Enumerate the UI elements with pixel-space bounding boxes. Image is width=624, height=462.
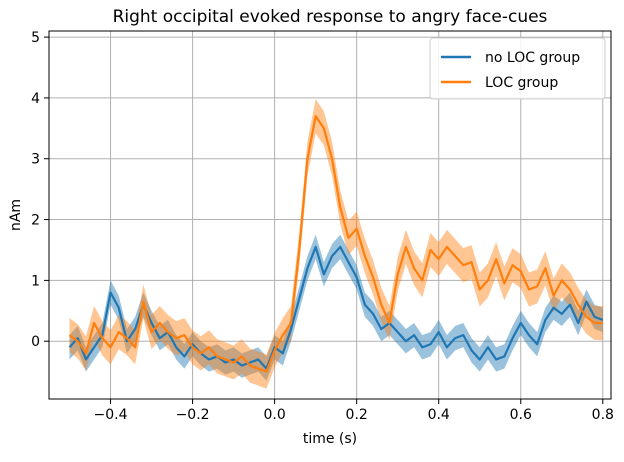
y-tick-label: 0 <box>31 334 40 350</box>
x-tick-label: 0.2 <box>346 407 368 423</box>
x-ticks: −0.4 −0.2 0.0 0.2 0.4 0.6 0.8 <box>94 399 614 423</box>
x-tick-label: 0.8 <box>592 407 614 423</box>
confidence-bands <box>69 99 603 389</box>
x-tick-label: 0.6 <box>510 407 532 423</box>
series-lines <box>68 115 604 373</box>
x-tick-label: −0.2 <box>176 407 210 423</box>
no-loc-group-line <box>68 245 604 370</box>
y-tick-label: 4 <box>31 91 40 107</box>
legend-label-loc: LOC group <box>485 75 558 91</box>
loc-group-line <box>68 115 603 373</box>
y-ticks: 0 1 2 3 4 5 <box>31 30 49 350</box>
y-axis-label: nAm <box>8 199 24 231</box>
y-tick-label: 3 <box>31 152 40 168</box>
plot-frame <box>48 30 612 400</box>
loc-group-ci-band <box>69 99 603 389</box>
y-tick-label: 1 <box>31 273 40 289</box>
chart-title: Right occipital evoked response to angry… <box>113 7 548 27</box>
legend-label-no-loc: no LOC group <box>485 50 580 66</box>
x-tick-label: 0.0 <box>263 407 285 423</box>
x-axis-label: time (s) <box>303 431 357 447</box>
x-tick-label: 0.4 <box>428 407 450 423</box>
legend-box <box>429 37 606 100</box>
legend: no LOC group LOC group <box>429 37 606 100</box>
y-tick-label: 2 <box>31 213 40 229</box>
y-tick-label: 5 <box>31 30 40 46</box>
x-tick-label: −0.4 <box>94 407 128 423</box>
